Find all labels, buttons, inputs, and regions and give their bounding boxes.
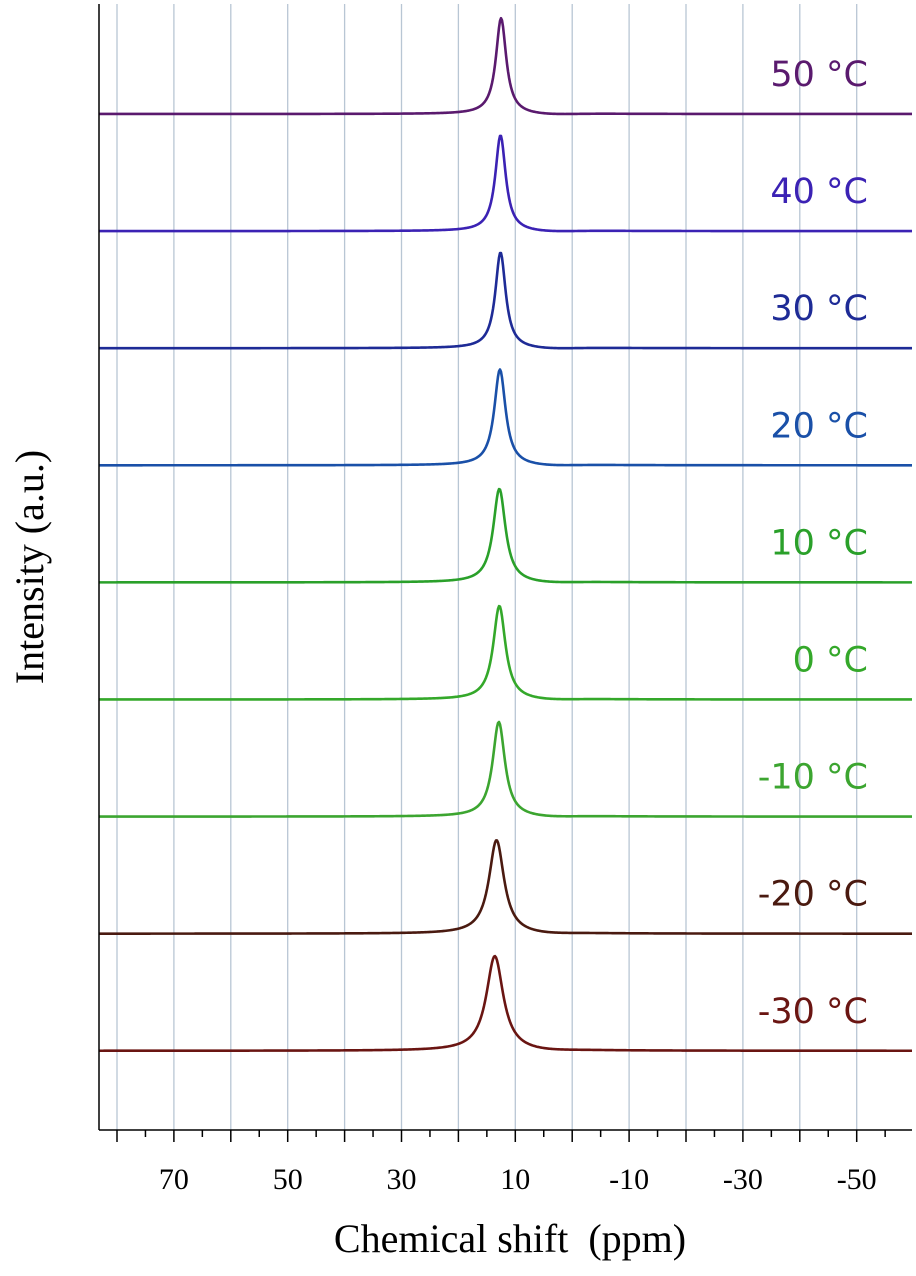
spectra-series xyxy=(98,16,913,1053)
series-label: 10 °C xyxy=(770,523,868,563)
x-axis-title: Chemical shift (ppm) xyxy=(334,1216,686,1261)
spectrum-line xyxy=(98,487,913,584)
x-axis-tick-labels: 70 50 30 10 -10 -30 -50 xyxy=(159,1163,877,1196)
x-tick-label: -10 xyxy=(609,1163,649,1196)
y-axis-title: Intensity (a.u.) xyxy=(7,450,52,684)
x-axis-ticks xyxy=(116,1130,886,1142)
spectrum-line xyxy=(98,839,913,935)
series-label: 40 °C xyxy=(770,172,868,212)
series-label: -30 °C xyxy=(758,992,868,1032)
series-labels: 50 °C 40 °C 30 °C 20 °C 10 °C 0 °C -10 °C -20 °… xyxy=(758,55,868,1032)
series-label: 20 °C xyxy=(770,406,868,446)
plot-frame xyxy=(98,4,912,1131)
x-tick-label: 10 xyxy=(500,1163,530,1196)
x-tick-label: 30 xyxy=(387,1163,417,1196)
spectrum-line xyxy=(98,720,913,818)
spectrum-line xyxy=(98,368,913,467)
series-label: 30 °C xyxy=(770,289,868,329)
x-tick-label: -50 xyxy=(837,1163,877,1196)
series-label: -10 °C xyxy=(758,758,868,798)
series-label: 0 °C xyxy=(793,641,868,681)
series-label: -20 °C xyxy=(758,875,868,915)
spectrum-line xyxy=(98,954,913,1053)
spectrum-line xyxy=(98,604,913,701)
x-tick-label: 50 xyxy=(273,1163,303,1196)
vertical-gridlines xyxy=(116,4,858,1130)
spectrum-line xyxy=(98,16,913,116)
x-tick-label: -30 xyxy=(723,1163,763,1196)
spectrum-line xyxy=(98,134,913,233)
spectrum-line xyxy=(98,251,913,350)
x-tick-label: 70 xyxy=(159,1163,189,1196)
series-label: 50 °C xyxy=(770,55,868,95)
